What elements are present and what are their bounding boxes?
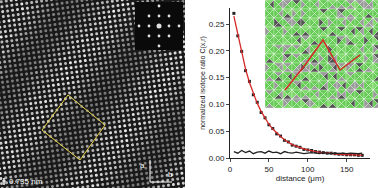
svg-text:0.20: 0.20 (209, 47, 225, 56)
svg-text:distance (μm): distance (μm) (276, 174, 325, 183)
svg-text:0.00: 0.00 (209, 154, 225, 163)
svg-text:50: 50 (264, 165, 273, 174)
svg-text:0.05: 0.05 (209, 127, 225, 136)
svg-text:0: 0 (228, 165, 233, 174)
svg-text:150: 150 (340, 165, 354, 174)
svg-text:a: a (140, 161, 145, 170)
svg-text:0.25: 0.25 (209, 20, 225, 29)
svg-text:b: b (168, 170, 173, 179)
svg-text:100: 100 (301, 165, 315, 174)
svg-text:0.15: 0.15 (209, 73, 225, 82)
svg-text:0.735 nm: 0.735 nm (9, 177, 43, 186)
svg-text:normalized isotope ratio C(x,r: normalized isotope ratio C(x,r) (199, 36, 207, 130)
svg-text:0.10: 0.10 (209, 100, 225, 109)
